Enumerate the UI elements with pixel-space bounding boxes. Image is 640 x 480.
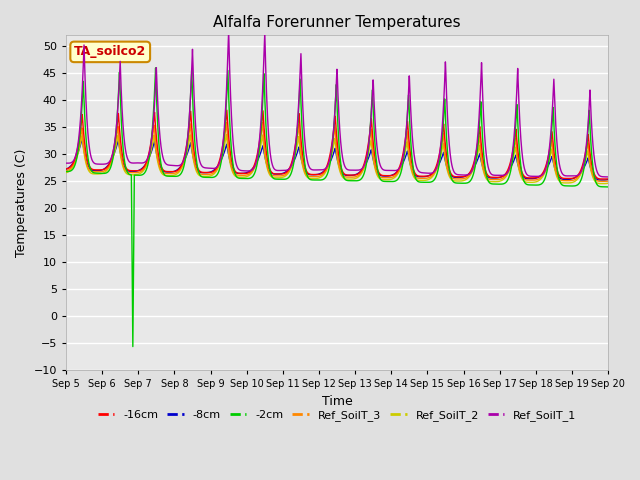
X-axis label: Time: Time bbox=[322, 395, 353, 408]
Legend: -16cm, -8cm, -2cm, Ref_SoilT_3, Ref_SoilT_2, Ref_SoilT_1: -16cm, -8cm, -2cm, Ref_SoilT_3, Ref_Soil… bbox=[93, 406, 581, 425]
Y-axis label: Temperatures (C): Temperatures (C) bbox=[15, 149, 28, 257]
Title: Alfalfa Forerunner Temperatures: Alfalfa Forerunner Temperatures bbox=[213, 15, 461, 30]
Text: TA_soilco2: TA_soilco2 bbox=[74, 46, 147, 59]
